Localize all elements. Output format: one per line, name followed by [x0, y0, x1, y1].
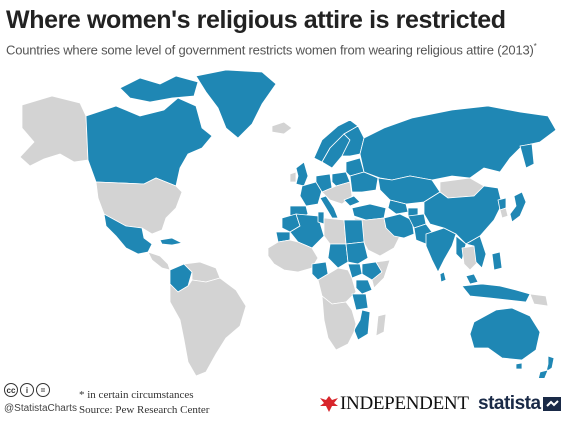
country-malaysia	[465, 273, 479, 285]
country-cuba	[159, 237, 183, 246]
country-iceland	[271, 121, 293, 135]
footnote: * in certain circumstances	[79, 389, 194, 401]
country-papua-new-guinea	[529, 293, 549, 307]
region-southern-africa	[321, 295, 357, 351]
country-laos-vietnam	[465, 235, 487, 269]
country-indonesia	[461, 283, 531, 303]
country-japan	[509, 191, 527, 223]
statista-logo: statista	[478, 393, 563, 415]
country-finland	[341, 125, 365, 157]
region-central-america	[147, 251, 171, 271]
country-sri-lanka	[439, 271, 447, 283]
country-india	[425, 227, 457, 273]
country-uzbekistan	[387, 199, 409, 215]
country-chad	[327, 243, 349, 269]
cc-icon: cc	[4, 383, 18, 397]
country-united-kingdom	[295, 161, 309, 187]
country-new-zealand-south	[538, 369, 549, 378]
country-south-korea	[499, 207, 509, 219]
eagle-icon	[320, 396, 338, 412]
chart-title: Where women's religious attire is restri…	[6, 6, 506, 34]
source-note: Source: Pew Research Center	[79, 404, 210, 416]
country-tanzania	[351, 293, 369, 311]
country-greenland	[195, 69, 277, 139]
country-libya	[323, 217, 347, 245]
country-south-sudan	[347, 263, 363, 279]
footnote-mark: *	[533, 42, 537, 51]
country-philippines	[491, 251, 503, 271]
country-madagascar	[375, 313, 387, 337]
by-icon: i	[20, 383, 34, 397]
country-turkey	[351, 203, 387, 221]
country-egypt	[343, 219, 365, 245]
region-south-america	[169, 277, 247, 377]
country-new-zealand	[545, 355, 555, 373]
country-mozambique	[353, 309, 371, 341]
country-ireland	[289, 171, 297, 183]
region-sahel-west-africa	[267, 239, 319, 273]
country-canada-arctic-islands	[119, 75, 199, 103]
region-thailand-cambodia	[461, 245, 479, 271]
country-sudan	[345, 241, 369, 265]
country-russia	[359, 105, 557, 181]
independent-logo: INDEPENDENT	[318, 393, 469, 415]
country-bulgaria	[343, 195, 361, 207]
country-australia	[469, 307, 541, 361]
nd-icon: =	[36, 383, 50, 397]
country-canada	[85, 97, 213, 187]
license-icons: cc i =	[4, 383, 50, 397]
country-china	[423, 185, 503, 245]
region-central-europe	[321, 181, 353, 205]
country-alaska	[19, 95, 89, 167]
country-australia-tasmania	[515, 362, 523, 370]
country-iran	[383, 213, 415, 239]
statista-handle: @StatistaCharts	[4, 403, 77, 414]
world-map	[19, 69, 557, 378]
country-tunisia	[317, 211, 325, 225]
country-somalia	[371, 259, 391, 289]
country-russia-kamchatka	[519, 143, 535, 169]
country-kenya	[355, 279, 373, 295]
statista-mark-icon	[542, 397, 561, 411]
chart-subtitle: Countries where some level of government…	[6, 42, 537, 58]
